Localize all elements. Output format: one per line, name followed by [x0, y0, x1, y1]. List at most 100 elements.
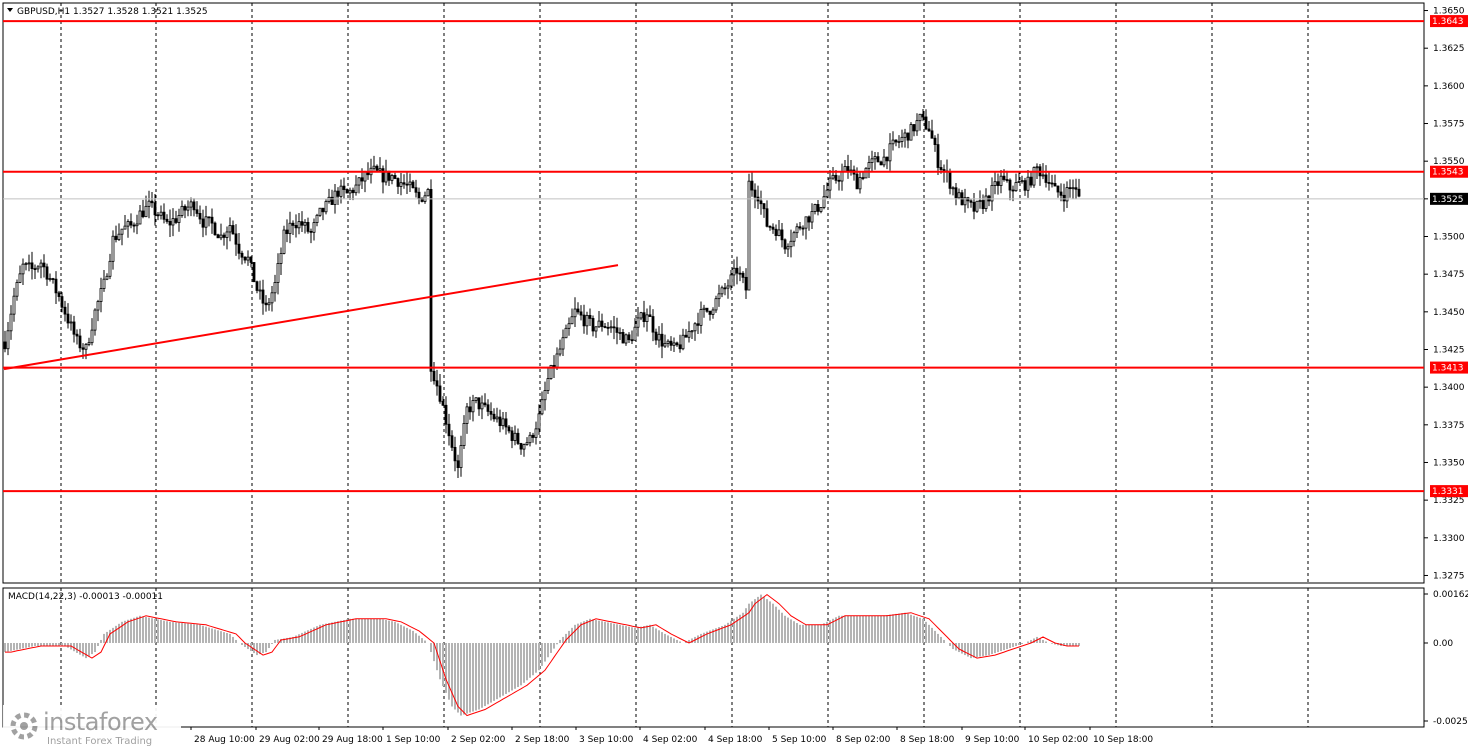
candle-body — [492, 413, 496, 420]
candle-body — [168, 221, 172, 226]
candle-body — [957, 192, 961, 199]
candle-body — [429, 189, 433, 372]
candle-body — [963, 197, 967, 206]
candle-body — [867, 162, 871, 169]
candle-body — [66, 313, 70, 324]
candle-body — [993, 181, 997, 186]
candle-body — [627, 334, 631, 341]
x-tick-label: 9 Sep 10:00 — [965, 735, 1020, 745]
x-tick-label: 29 Aug 18:00 — [322, 735, 383, 745]
candle-body — [360, 177, 364, 182]
candle-body — [84, 343, 88, 350]
candle-body — [717, 293, 721, 300]
candle-body — [594, 326, 598, 332]
candle-body — [144, 205, 148, 218]
candle-body — [198, 213, 202, 220]
candle-body — [30, 262, 34, 269]
candle-body — [309, 230, 313, 233]
candle-body — [612, 326, 616, 329]
candle-body — [489, 411, 493, 415]
candle-body — [771, 226, 775, 230]
candle-body — [822, 196, 826, 208]
x-tick-label: 28 Aug 10:00 — [194, 735, 255, 745]
candle-body — [513, 432, 517, 441]
candle-body — [939, 167, 943, 170]
y-tick-label: 1.3275 — [1433, 571, 1465, 581]
candle-body — [855, 173, 859, 190]
candle-body — [975, 200, 979, 212]
candle-body — [969, 200, 973, 203]
candle-body — [147, 200, 151, 207]
candle-body — [861, 177, 865, 179]
candle-body — [549, 364, 553, 379]
macd-signal-line — [5, 593, 1079, 717]
candle-body — [474, 397, 478, 401]
candle-body — [192, 201, 196, 211]
candle-body — [1029, 176, 1033, 186]
candle-body — [45, 266, 49, 280]
candle-body — [426, 189, 430, 197]
current-price-tag — [1430, 192, 1468, 205]
x-tick-label: 1 Sep 10:00 — [386, 735, 441, 745]
y-tick-label: 1.3350 — [1433, 458, 1465, 468]
candle-body — [255, 281, 259, 291]
candle-body — [63, 306, 67, 315]
candle-body — [39, 262, 43, 268]
candle-body — [378, 168, 382, 171]
candle-body — [828, 177, 832, 191]
candle-body — [315, 214, 319, 223]
candle-body — [1056, 185, 1060, 193]
candle-body — [564, 327, 568, 339]
x-tick-label: 5 Sep 10:00 — [772, 735, 827, 745]
candle-body — [399, 182, 403, 187]
candle-body — [141, 210, 145, 218]
candle-body — [555, 353, 559, 368]
candle-body — [711, 309, 715, 315]
candle-body — [534, 428, 538, 438]
candle-body — [54, 278, 58, 294]
candle-body — [678, 344, 682, 350]
candle-body — [372, 165, 376, 169]
candle-body — [996, 181, 1000, 186]
candle-body — [579, 311, 583, 316]
candle-body — [327, 196, 331, 202]
candle-body — [735, 267, 739, 274]
candle-body — [846, 166, 850, 172]
x-tick-label: 8 Sep 02:00 — [836, 735, 891, 745]
candle-body — [174, 218, 178, 223]
candle-body — [351, 189, 355, 194]
candle-body — [237, 243, 241, 254]
candle-body — [825, 189, 829, 198]
macd-y-tick-label: 0.00162 — [1433, 590, 1468, 600]
candle-body — [1044, 174, 1048, 183]
candle-body — [1011, 189, 1015, 192]
candle-body — [438, 385, 442, 402]
candle-body — [795, 226, 799, 234]
candle-body — [708, 310, 712, 315]
candle-body — [645, 314, 649, 323]
candle-body — [342, 185, 346, 190]
candle-body — [537, 413, 541, 430]
candle-body — [1047, 182, 1051, 184]
y-tick-label: 1.3600 — [1433, 82, 1465, 92]
candle-body — [138, 210, 142, 225]
candle-body — [306, 222, 310, 232]
candle-body — [1062, 194, 1066, 202]
candle-body — [984, 195, 988, 210]
candle-body — [924, 116, 928, 130]
instaforex-logo-icon — [10, 712, 38, 740]
candle-body — [804, 216, 808, 229]
candle-body — [9, 313, 13, 332]
candle-body — [531, 434, 535, 438]
candle-body — [312, 222, 316, 233]
candle-body — [57, 292, 61, 297]
candle-body — [810, 211, 814, 223]
candle-body — [186, 206, 190, 211]
candle-body — [321, 207, 325, 213]
candle-body — [405, 183, 409, 186]
candle-body — [972, 201, 976, 212]
candle-body — [234, 233, 238, 245]
candle-body — [726, 285, 730, 289]
candle-body — [732, 267, 736, 276]
candle-body — [885, 156, 889, 162]
